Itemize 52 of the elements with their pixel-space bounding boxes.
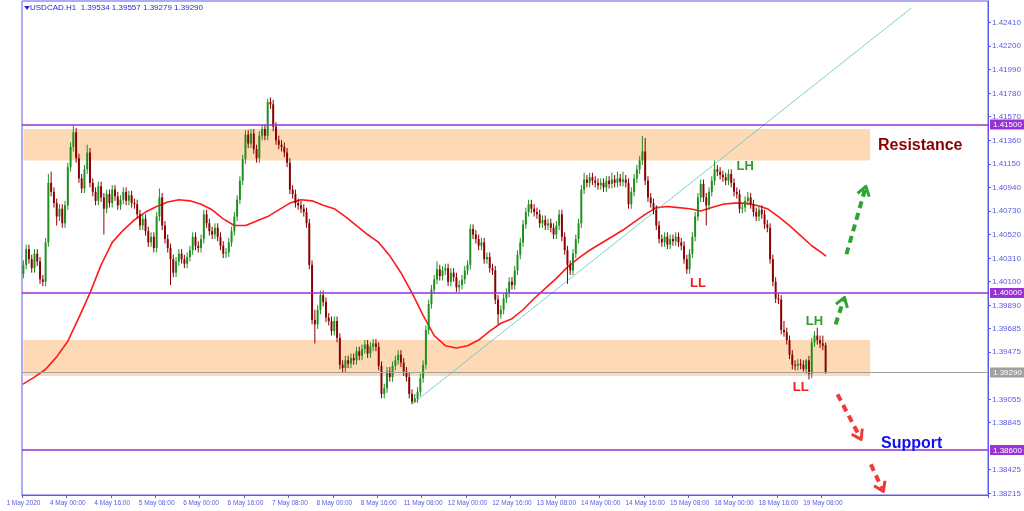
y-tick-label: 1.40940: [992, 182, 1022, 192]
candlestick: [599, 177, 602, 191]
y-tick-label: 1.40310: [992, 253, 1022, 263]
annotation: Support: [881, 433, 943, 451]
annotation: LH: [805, 313, 824, 329]
candlestick: [547, 218, 549, 231]
candlestick: [127, 190, 130, 206]
candlestick: [763, 209, 766, 230]
candlestick: [449, 267, 452, 287]
candlestick: [744, 195, 747, 213]
y-tick-label: 1.42410: [992, 17, 1022, 27]
ref-line-label: 1.41500: [993, 120, 1023, 129]
candlestick: [671, 234, 674, 247]
candlestick: [125, 186, 128, 206]
y-tick-label: 1.38425: [992, 465, 1022, 475]
candlestick: [386, 366, 388, 394]
candlestick: [447, 263, 450, 287]
y-tick-label: 1.40730: [992, 206, 1022, 216]
candlestick: [213, 222, 216, 240]
y-tick-label: 1.41150: [992, 159, 1021, 169]
candlestick: [485, 251, 488, 265]
candlestick: [483, 237, 486, 265]
ref-line-label: 1.38600: [993, 445, 1023, 455]
y-tick-label: 1.38215: [992, 488, 1022, 498]
candlestick: [622, 171, 624, 187]
annotation: LL: [689, 275, 706, 291]
y-tick-label: 1.41990: [992, 64, 1022, 74]
y-tick-label: 1.40100: [992, 277, 1022, 287]
y-tick-label: 1.41570: [992, 112, 1022, 122]
candlestick: [300, 200, 302, 214]
y-tick-label: 1.38845: [992, 418, 1022, 428]
y-tick-label: 1.41780: [992, 88, 1022, 98]
band-label: Resistance: [878, 136, 963, 154]
y-tick-label: 1.39685: [992, 323, 1022, 333]
chart-title: USDCAD.H1 1.39534 1.39557 1.39279 1.39290: [30, 2, 204, 12]
ref-line-label: 1.40000: [993, 288, 1023, 298]
annotation: LL: [792, 378, 809, 394]
y-tick-label: 1.42200: [992, 41, 1022, 51]
candlestick: [738, 189, 741, 214]
y-tick-label: 1.39475: [992, 347, 1022, 357]
candlestick: [250, 128, 252, 149]
candlestick: [758, 204, 760, 222]
candlestick: [61, 203, 64, 229]
annotation: LH: [736, 157, 754, 173]
candlestick: [150, 231, 153, 248]
ref-line-label: 1.39290: [993, 368, 1023, 378]
y-tick-label: 1.40520: [992, 230, 1022, 240]
candlestick: [597, 177, 599, 191]
y-tick-label: 1.39055: [992, 394, 1022, 404]
y-tick-label: 1.39890: [992, 300, 1022, 310]
candlestick: [111, 184, 114, 209]
y-tick-label: 1.41360: [992, 135, 1022, 145]
